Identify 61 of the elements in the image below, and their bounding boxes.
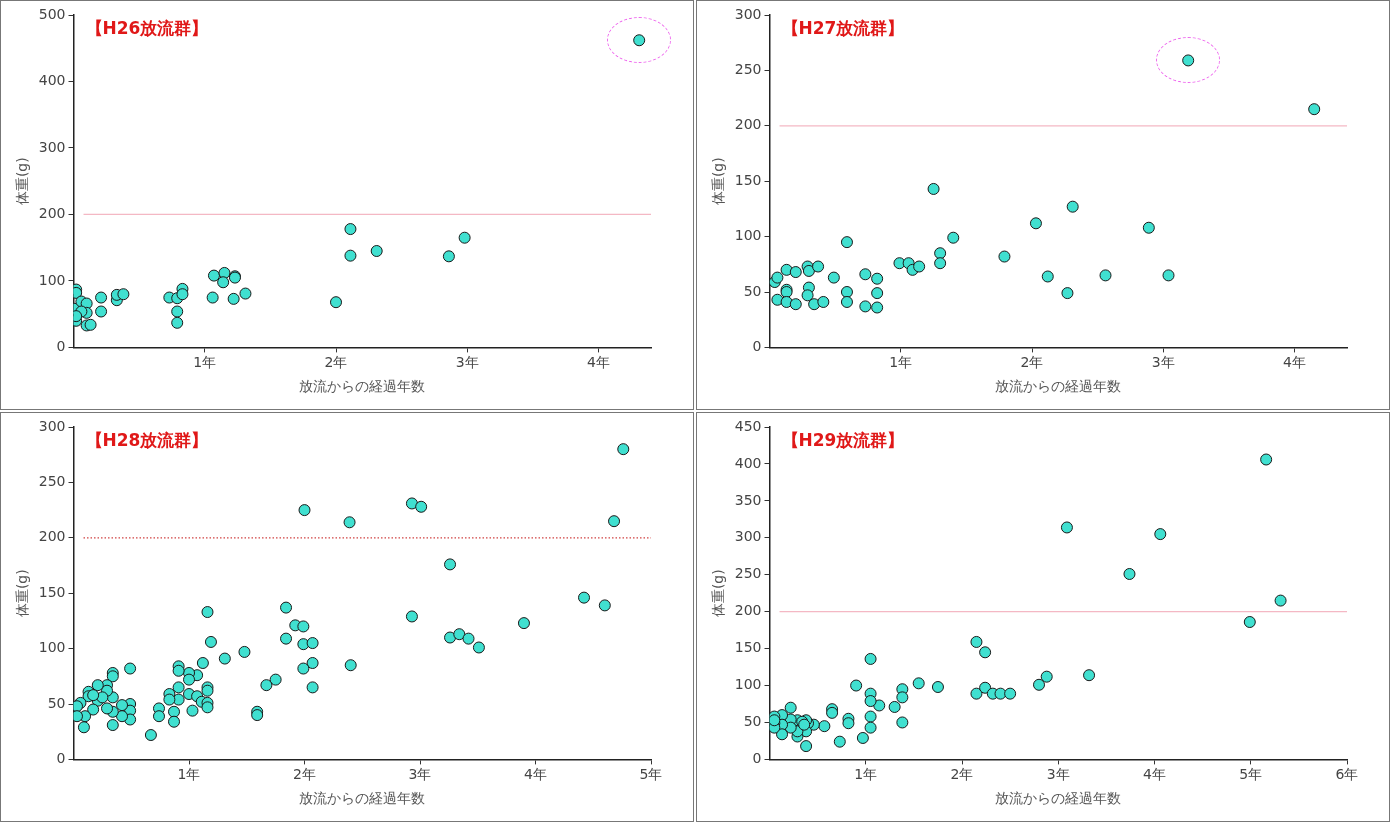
- y-tick-label: 200: [734, 116, 762, 133]
- y-tick-label: 200: [38, 205, 66, 222]
- chart-title: 【H29放流群】: [781, 429, 905, 450]
- x-axis-title: 放流からの経過年数: [299, 790, 426, 807]
- x-tick-label: 5年: [639, 766, 663, 783]
- x-tick-label: 2年: [324, 354, 348, 371]
- y-tick-label: 500: [38, 5, 66, 22]
- y-tick-label: 200: [38, 528, 66, 545]
- x-tick-label: 1年: [889, 354, 913, 371]
- y-tick-label: 0: [752, 338, 762, 355]
- y-axis-title: 体重(g): [710, 569, 727, 618]
- chart-title: 【H26放流群】: [85, 17, 209, 38]
- y-tick-label: 250: [734, 565, 762, 582]
- y-tick-label: 300: [734, 528, 762, 545]
- y-tick-label: 100: [734, 676, 762, 693]
- y-tick-label: 200: [734, 602, 762, 619]
- x-tick-label: 2年: [1020, 354, 1044, 371]
- chart-title: 【H28放流群】: [85, 429, 209, 450]
- y-tick-label: 400: [734, 454, 762, 471]
- y-tick-label: 100: [38, 271, 66, 288]
- y-tick-label: 450: [734, 417, 762, 434]
- y-tick-label: 250: [38, 473, 66, 490]
- y-tick-label: 150: [734, 639, 762, 656]
- x-tick-label: 4年: [1143, 766, 1166, 783]
- y-tick-label: 0: [56, 338, 66, 355]
- x-tick-label: 4年: [524, 766, 547, 783]
- y-tick-label: 100: [734, 227, 762, 244]
- x-tick-label: 6年: [1335, 766, 1359, 783]
- x-axis-title: 放流からの経過年数: [299, 378, 426, 395]
- x-axis-title: 放流からの経過年数: [995, 378, 1122, 395]
- y-axis-title: 体重(g): [14, 157, 31, 206]
- x-tick-label: 5年: [1239, 766, 1263, 783]
- x-tick-label: 1年: [854, 766, 878, 783]
- y-tick-label: 350: [734, 491, 762, 508]
- x-tick-label: 3年: [1046, 766, 1070, 783]
- x-tick-label: 3年: [455, 354, 479, 371]
- y-tick-label: 250: [734, 61, 762, 78]
- y-tick-label: 50: [743, 282, 762, 299]
- x-tick-label: 4年: [1283, 354, 1306, 371]
- y-tick-label: 50: [743, 713, 762, 730]
- y-tick-label: 0: [56, 750, 66, 767]
- y-tick-label: 50: [47, 694, 66, 711]
- x-axis-title: 放流からの経過年数: [995, 790, 1122, 807]
- y-tick-label: 150: [734, 171, 762, 188]
- y-tick-label: 150: [38, 583, 66, 600]
- y-tick-label: 300: [734, 5, 762, 22]
- x-tick-label: 1年: [193, 354, 217, 371]
- x-tick-label: 2年: [293, 766, 316, 783]
- y-tick-label: 300: [38, 417, 66, 434]
- x-tick-label: 3年: [1151, 354, 1175, 371]
- y-tick-label: 300: [38, 138, 66, 155]
- x-tick-label: 2年: [950, 766, 974, 783]
- x-tick-label: 3年: [408, 766, 432, 783]
- chart-title: 【H27放流群】: [781, 17, 905, 38]
- y-tick-label: 100: [38, 639, 66, 656]
- x-tick-label: 1年: [177, 766, 201, 783]
- y-tick-label: 0: [752, 750, 762, 767]
- x-tick-label: 4年: [587, 354, 610, 371]
- y-axis-title: 体重(g): [710, 157, 727, 206]
- y-tick-label: 400: [38, 72, 66, 89]
- y-axis-title: 体重(g): [14, 569, 31, 618]
